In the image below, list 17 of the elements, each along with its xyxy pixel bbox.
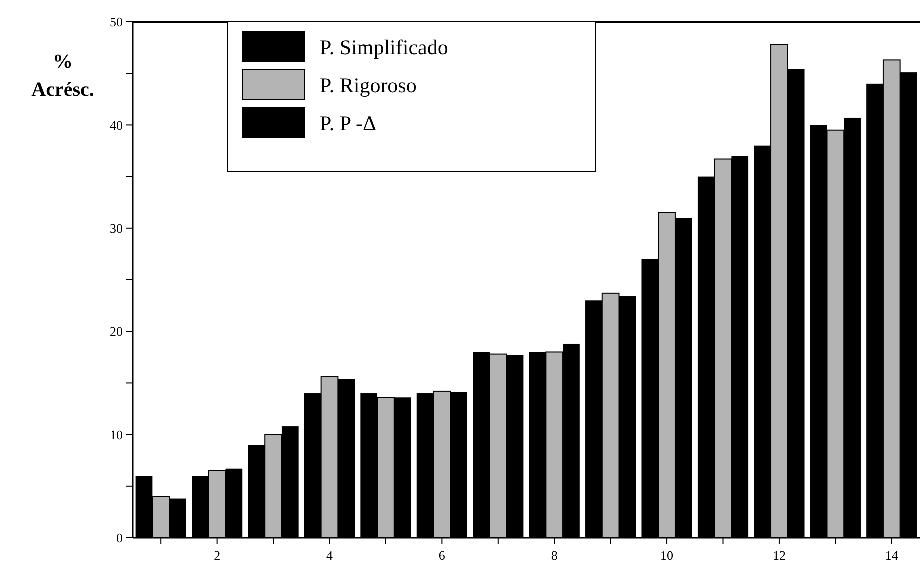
x-tick-label: 6 <box>438 548 446 563</box>
x-tick-label: 2 <box>214 548 221 563</box>
y-axis-title: % Acrésc. <box>32 51 94 101</box>
x-tick-label: 12 <box>772 548 786 563</box>
legend-label: P. Rigoroso <box>320 73 417 98</box>
y-tick-label: 50 <box>110 14 123 30</box>
y-tick-label: 20 <box>110 324 123 340</box>
legend-label: P. P -Δ <box>320 111 376 136</box>
x-tick-label: 8 <box>551 548 558 563</box>
y-tick-label: 40 <box>110 118 123 133</box>
x-tick-label: 10 <box>660 548 674 563</box>
y-tick-label: 30 <box>110 220 123 236</box>
y-tick-label: 0 <box>116 530 123 546</box>
x-tick-label: 14 <box>885 548 899 563</box>
y-tick-label: 10 <box>110 427 123 442</box>
x-tick-label: 4 <box>326 548 334 563</box>
legend-label: P. Simplificado <box>320 35 448 60</box>
